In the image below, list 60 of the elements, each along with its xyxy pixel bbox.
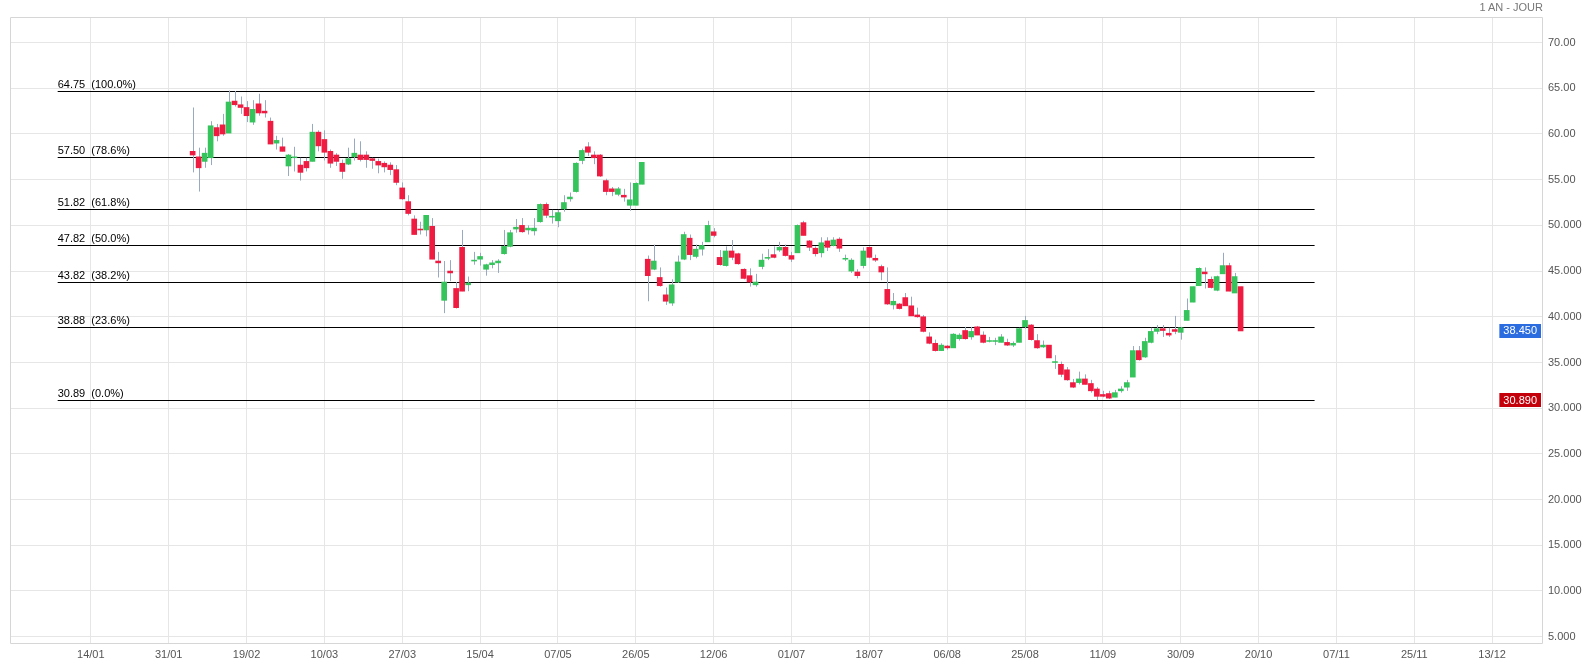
x-tick-label: 07/05	[544, 647, 572, 660]
x-tick-label: 10/03	[310, 647, 339, 660]
candlestick	[818, 236, 825, 258]
y-tick-label: 35.000	[1548, 355, 1582, 368]
y-tick-label: 65.00	[1548, 81, 1576, 94]
y-tick-label: 20.000	[1548, 492, 1582, 505]
ref-line-label: 30.89 (0.0%)	[57, 387, 124, 400]
candlestick	[441, 260, 447, 314]
x-tick-label: 19/02	[232, 647, 261, 660]
x-tick-label: 20/10	[1244, 647, 1273, 660]
y-tick-label: 15.000	[1548, 538, 1582, 551]
annotation: 30.890	[1503, 393, 1538, 406]
y-tick-label: 5.000	[1548, 629, 1576, 642]
x-tick-label: 25/11	[1400, 647, 1428, 660]
ref-line-label: 64.75 (100.0%)	[57, 78, 136, 91]
y-tick-label: 50.000	[1548, 218, 1582, 231]
x-tick-label: 27/03	[388, 647, 416, 660]
candlestick	[423, 214, 430, 237]
x-tick-label: 11/09	[1089, 647, 1117, 660]
x-tick-label: 26/05	[622, 647, 650, 660]
candlestick	[537, 202, 543, 224]
candlestick	[884, 266, 891, 306]
candlestick	[405, 194, 412, 216]
candlestick	[674, 255, 681, 284]
candlestick	[644, 255, 651, 302]
candlestick	[686, 234, 693, 261]
ref-line-label: 57.50 (78.6%)	[57, 144, 130, 157]
x-tick-label: 14/01	[77, 647, 105, 660]
candlestick	[1171, 315, 1178, 335]
y-tick-label: 10.000	[1548, 584, 1582, 597]
x-tick-label: 18/07	[855, 647, 884, 660]
x-tick-label: 06/08	[933, 647, 961, 660]
y-tick-label: 60.00	[1548, 127, 1576, 140]
ref-line-label: 43.82 (38.2%)	[57, 269, 130, 282]
candlestick	[351, 138, 358, 161]
candlestick	[1195, 266, 1202, 287]
candlestick	[650, 244, 657, 271]
x-tick-label: 01/07	[777, 647, 806, 660]
y-tick-label: 70.00	[1548, 35, 1576, 48]
x-tick-label: 15/04	[466, 647, 494, 660]
x-tick-label: 31/01	[154, 647, 183, 660]
candlestick	[656, 266, 663, 288]
x-tick-label: 07/11	[1323, 647, 1350, 660]
x-tick-label: 12/06	[699, 647, 728, 660]
y-tick-label: 45.000	[1548, 264, 1582, 277]
candlestick	[339, 159, 346, 180]
ref-line-label: 47.82 (50.0%)	[57, 232, 130, 245]
y-tick-label: 40.000	[1548, 309, 1582, 322]
y-tick-label: 25.000	[1548, 446, 1582, 459]
ref-line-label: 38.88 (23.6%)	[57, 314, 130, 327]
x-tick-label: 30/09	[1166, 647, 1195, 660]
y-tick-label: 55.00	[1548, 172, 1576, 185]
y-tick-label: 30.000	[1548, 401, 1582, 414]
annotation: 38.450	[1503, 324, 1538, 337]
candlestick	[1219, 252, 1226, 275]
chart-subtitle: 1 AN - JOUR	[1479, 1, 1544, 14]
x-tick-label: 25/08	[1011, 647, 1039, 660]
ref-line-label: 51.82 (61.8%)	[57, 196, 130, 209]
x-tick-label: 13/12	[1478, 647, 1506, 660]
candlestick	[1183, 298, 1190, 321]
